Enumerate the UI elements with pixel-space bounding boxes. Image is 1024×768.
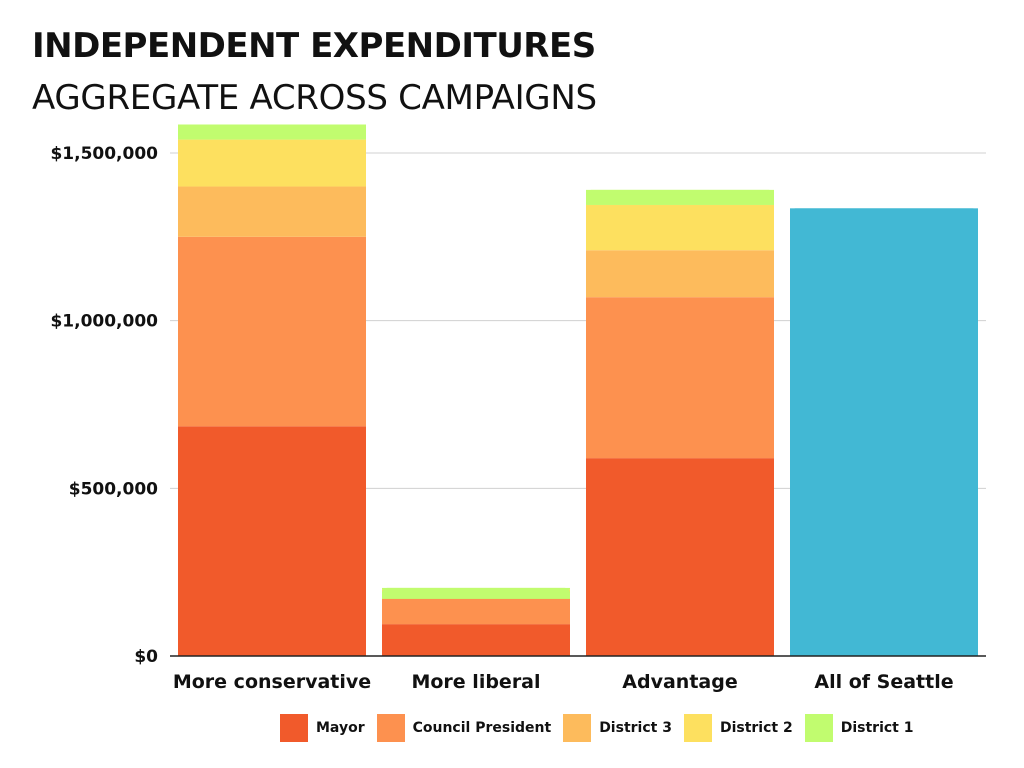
x-category-label: All of Seattle <box>814 671 953 693</box>
legend-item: Mayor <box>280 714 365 742</box>
legend-label: District 2 <box>719 720 793 736</box>
legend-label: Mayor <box>316 720 365 736</box>
chart-title: INDEPENDENT EXPENDITURES <box>32 26 596 66</box>
y-tick-label: $0 <box>134 647 158 667</box>
bar-segment <box>382 593 570 625</box>
bar-segment <box>178 426 366 656</box>
x-category-label: More liberal <box>411 671 540 693</box>
bar-cap-fill <box>790 213 978 220</box>
legend-swatch <box>376 714 405 742</box>
legend-label: Council President <box>412 720 552 736</box>
legend-swatch <box>804 714 833 742</box>
bar-segment <box>790 208 978 656</box>
bar-segment <box>382 624 570 656</box>
bar-segment <box>586 250 774 298</box>
bar-cap-fill <box>178 129 366 136</box>
x-category-label: Advantage <box>622 671 737 693</box>
legend-swatch <box>280 714 308 742</box>
bar-segment <box>178 236 366 427</box>
legend-swatch <box>683 714 712 742</box>
x-category-label: More conservative <box>173 671 371 693</box>
legend: Mayor Council President District 3 District… <box>280 714 913 742</box>
legend-item: Council President <box>376 714 552 742</box>
legend-item: District 3 <box>563 714 672 742</box>
legend-item: District 1 <box>804 714 914 742</box>
bar-cap-fill <box>586 194 774 201</box>
y-tick-label: $500,000 <box>69 479 158 499</box>
legend-label: District 3 <box>599 720 672 736</box>
legend-swatch <box>563 714 592 742</box>
bar-segment <box>586 458 774 656</box>
bar-cap-fill <box>382 592 570 599</box>
bar-segment <box>178 186 366 237</box>
bar-segment <box>178 139 366 187</box>
bar-segment <box>586 297 774 459</box>
legend-item: District 2 <box>683 714 793 742</box>
legend-label: District 1 <box>840 720 914 736</box>
bar-segment <box>586 204 774 251</box>
y-tick-label: $1,000,000 <box>50 312 158 332</box>
chart-subtitle: AGGREGATE ACROSS CAMPAIGNS <box>32 78 597 118</box>
y-tick-label: $1,500,000 <box>50 144 158 164</box>
